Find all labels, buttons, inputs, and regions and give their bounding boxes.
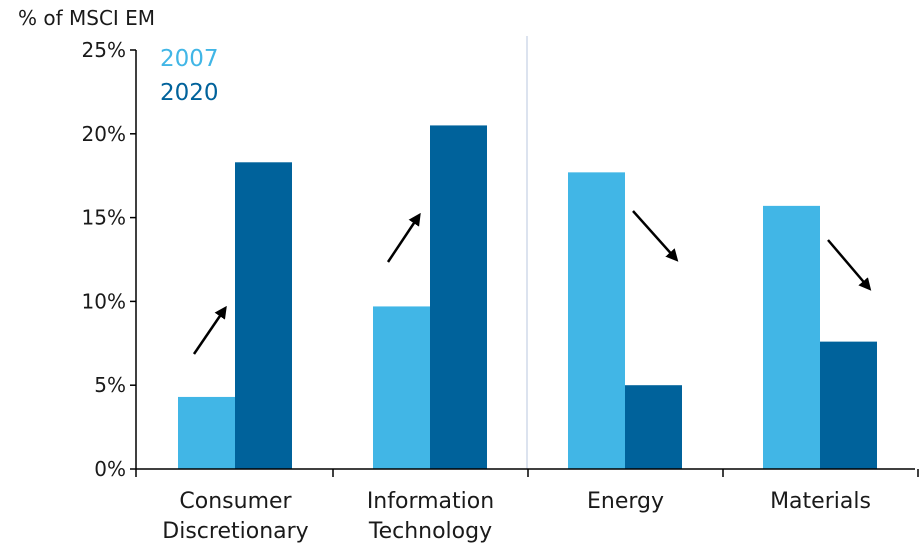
- y-tick-label-5: 25%: [82, 38, 126, 62]
- up-arrow-0: [192, 305, 227, 355]
- category-label-1: Information Technology: [367, 489, 494, 544]
- category-label-0: Consumer Discretionary: [162, 489, 308, 544]
- bar-2007-0: [178, 396, 235, 469]
- legend-2020: 2020: [160, 80, 219, 106]
- category-label-2: Energy: [587, 489, 664, 514]
- bar-2020-1: [430, 125, 487, 470]
- y-axis-title: % of MSCI EM: [18, 6, 156, 30]
- bar-2020-0: [235, 162, 292, 470]
- y-tick-label-0: 0%: [94, 457, 126, 481]
- bar-2007-1: [373, 306, 430, 469]
- bar-2007-3: [763, 205, 820, 470]
- down-arrow-2: [632, 210, 679, 262]
- up-arrow-1: [386, 212, 421, 263]
- legend: 2007 2020: [160, 42, 219, 110]
- y-tick-label-1: 5%: [94, 373, 126, 397]
- y-tick-label-4: 20%: [82, 122, 126, 146]
- bar-2020-3: [820, 341, 877, 469]
- down-arrow-3: [827, 239, 872, 291]
- bar-2007-2: [568, 172, 625, 469]
- legend-2007: 2007: [160, 46, 219, 72]
- y-tick-label-3: 15%: [82, 206, 126, 230]
- bar-2020-2: [625, 385, 682, 469]
- y-tick-label-2: 10%: [82, 289, 126, 313]
- category-label-3: Materials: [770, 489, 871, 514]
